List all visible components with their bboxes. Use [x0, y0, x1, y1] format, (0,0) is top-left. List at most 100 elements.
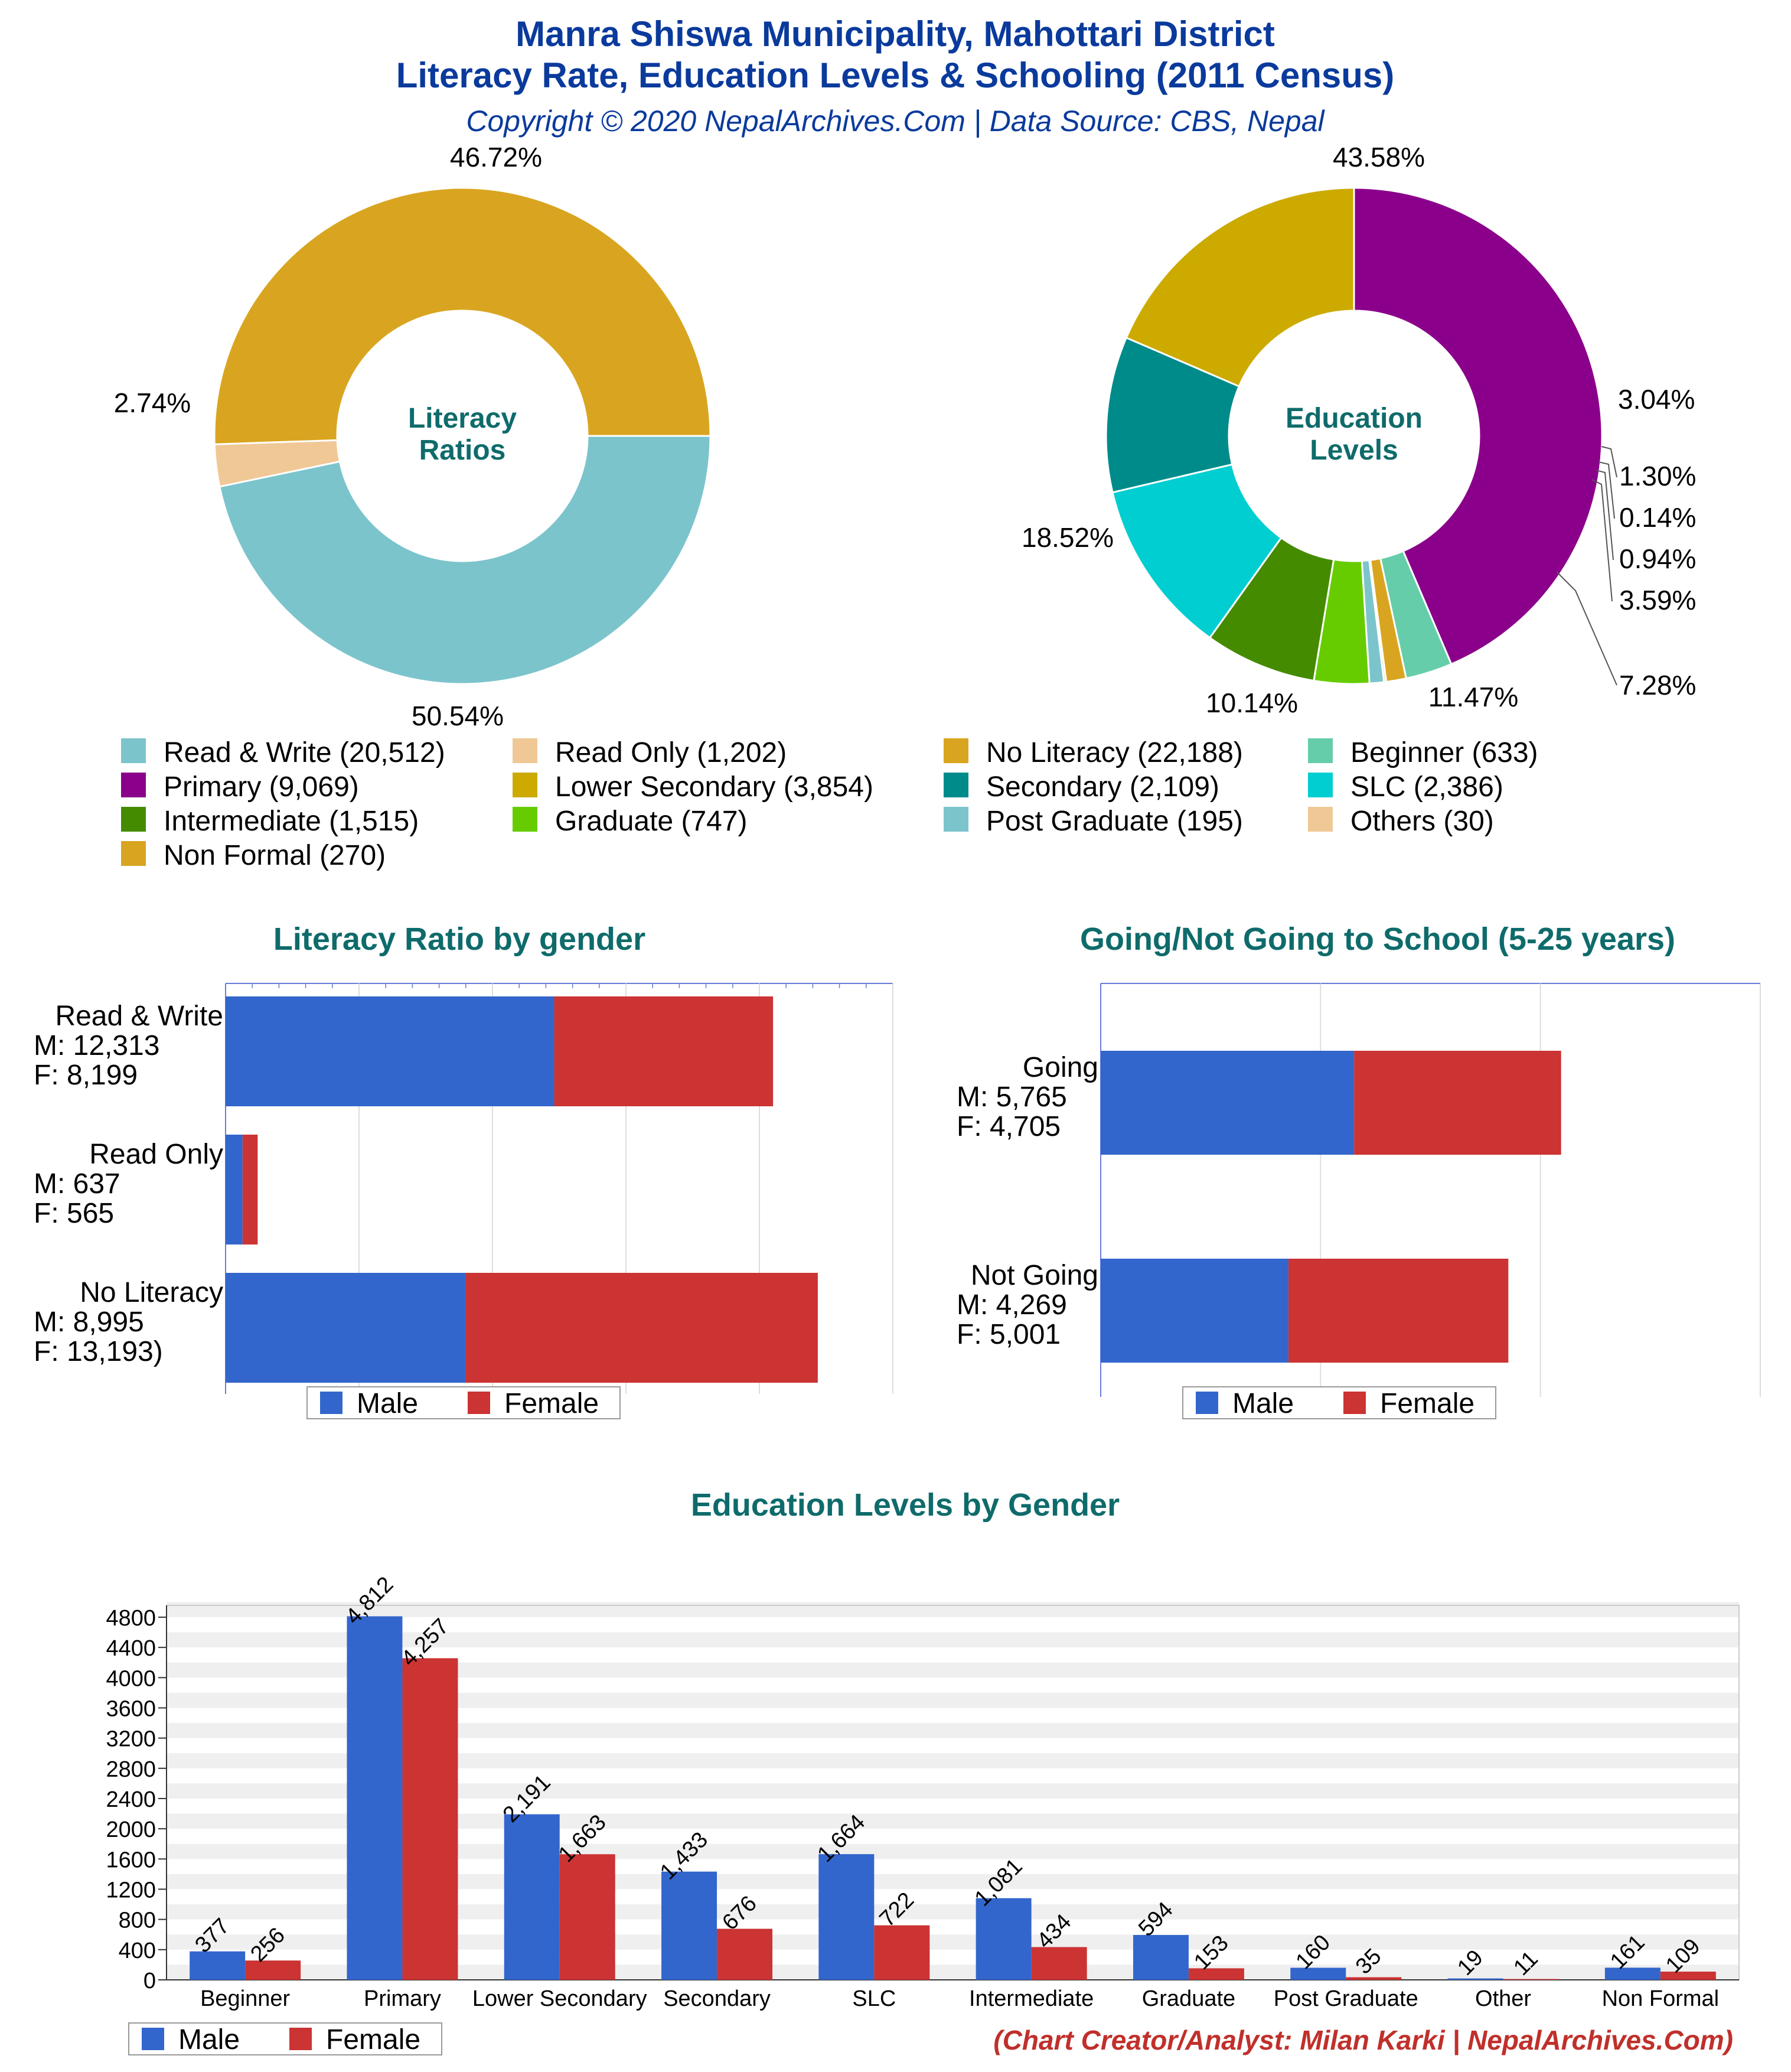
literacy-gender-legend-female-swatch [468, 1392, 490, 1414]
legend-label-read-write-20-512: Read & Write (20,512) [164, 737, 445, 768]
school-going-legend-male-swatch [1196, 1392, 1218, 1414]
pie2-pct-lower-secondary: 18.52% [1022, 522, 1114, 553]
edu-gender-bar-female-intermediate [1031, 1947, 1087, 1980]
edu-gender-ytick-label-4400: 4400 [106, 1636, 156, 1661]
literacy-gender-bar-male-no-literacy [226, 1273, 466, 1383]
literacy-ratios-donut [213, 187, 712, 685]
literacy-gender-label-no-literacy-0: No Literacy [80, 1277, 223, 1308]
literacy-gender-bar-female-no-literacy [465, 1273, 818, 1383]
school-going-title: Going/Not Going to School (5-25 years) [1080, 921, 1675, 957]
legend-swatch-lower-secondary-3-854 [513, 773, 537, 797]
pie2-slice-slc [1111, 463, 1283, 639]
pie2-pct-non-formal: 1.30% [1619, 461, 1696, 491]
subtitle: Copyright © 2020 NepalArchives.Com | Dat… [466, 105, 1325, 138]
edu-gender-bar-female-secondary [717, 1928, 773, 1980]
pie1-pct-no-literacy: 50.54% [412, 701, 504, 731]
edu-gender-bar-male-secondary [661, 1871, 717, 1980]
edu-gender-category-primary: Primary [364, 1986, 441, 2011]
edu-gender-ytick-label-4800: 4800 [106, 1606, 156, 1631]
pie2-pct-post-graduate: 0.94% [1619, 543, 1696, 574]
legend-swatch-read-only-1-202 [513, 738, 537, 763]
legend-label-graduate-747: Graduate (747) [555, 806, 748, 837]
pie2-pct-slc: 11.47% [1428, 682, 1519, 712]
literacy-gender-legend-male-swatch [320, 1392, 342, 1414]
school-going-legend-female-label: Female [1380, 1388, 1474, 1419]
edu-gender-bar-male-intermediate [976, 1898, 1032, 1980]
edu-gender-ytick-label-2800: 2800 [106, 1757, 156, 1782]
pie2-pct-beginner: 3.04% [1618, 384, 1695, 415]
legend-swatch-others-30 [1308, 807, 1333, 832]
edu-gender-ytick-label-2000: 2000 [106, 1817, 156, 1842]
edu-gender-ytick-label-4000: 4000 [106, 1666, 156, 1691]
edu-gender-bar-male-primary [347, 1616, 403, 1980]
edu-gender-bar-female-slc [874, 1925, 930, 1980]
literacy-gender-label-read-only-0: Read Only [89, 1139, 223, 1170]
pie2-slice-lower-secondary [1125, 187, 1355, 388]
edu-gender-bar-female-lower-secondary [559, 1854, 615, 1980]
legend-swatch-read-write-20-512 [121, 738, 146, 763]
edu-gender-bar-male-graduate [1133, 1935, 1189, 1980]
school-going-label-not-going-2: F: 5,001 [957, 1319, 1061, 1350]
legend-swatch-non-formal-270 [121, 841, 146, 866]
edu-gender-category-beginner: Beginner [200, 1986, 290, 2011]
title-line-2: Literacy Rate, Education Levels & School… [396, 56, 1395, 95]
edu-gender-category-lower-secondary: Lower Secondary [472, 1986, 647, 2011]
legend-label-secondary-2-109: Secondary (2,109) [986, 771, 1219, 803]
legend-label-primary-9-069: Primary (9,069) [164, 771, 359, 803]
literacy-gender-label-no-literacy-2: F: 13,193) [34, 1336, 163, 1367]
edu-gender-category-other: Other [1475, 1986, 1531, 2011]
edu-gender-category-non-formal: Non Formal [1602, 1986, 1720, 2011]
edu-gender-legend-female-label: Female [326, 2024, 420, 2055]
edu-gender-category-slc: SLC [852, 1986, 896, 2011]
legend-label-post-graduate-195: Post Graduate (195) [986, 806, 1243, 837]
edu-gender-ytick-label-800: 800 [119, 1908, 156, 1933]
legend-swatch-intermediate-1-515 [121, 807, 146, 832]
edu-gender-bar-male-lower-secondary [504, 1814, 560, 1980]
literacy-gender-legend-male-label: Male [357, 1388, 418, 1419]
literacy-gender-label-no-literacy-1: M: 8,995 [34, 1307, 144, 1338]
school-going-bar-male-not-going [1101, 1259, 1288, 1363]
edu-gender-legend-male-label: Male [178, 2024, 240, 2055]
edu-gender-bar-female-post-graduate [1346, 1977, 1402, 1980]
legend-swatch-no-literacy-22-188 [944, 738, 968, 763]
legend-swatch-secondary-2-109 [944, 773, 968, 797]
edu-gender-title: Education Levels by Gender [691, 1487, 1120, 1523]
edu-gender-category-post-graduate: Post Graduate [1274, 1986, 1418, 2011]
pie2-pct-intermediate: 7.28% [1619, 670, 1696, 701]
edu-gender-bar-male-beginner [190, 1951, 246, 1980]
edu-gender-category-graduate: Graduate [1142, 1986, 1235, 2011]
edu-gender-band [167, 1632, 1739, 1648]
legend-label-lower-secondary-3-854: Lower Secondary (3,854) [555, 771, 873, 803]
legend-label-others-30: Others (30) [1350, 806, 1494, 837]
edu-gender-legend-box [128, 2022, 442, 2055]
pie1-center-label-1: Literacy [408, 403, 517, 434]
edu-gender-bar-female-other [1503, 1979, 1559, 1980]
pie1-slice-no-literacy [213, 187, 712, 445]
literacy-gender-label-read-write-1: M: 12,313 [34, 1030, 159, 1061]
edu-gender-bar-male-other [1447, 1978, 1503, 1980]
edu-gender-bar-female-non-formal [1660, 1972, 1716, 1980]
edu-gender-bar-male-non-formal [1604, 1967, 1660, 1980]
pie2-pct-others: 0.14% [1619, 502, 1696, 533]
edu-gender-category-secondary: Secondary [663, 1986, 771, 2011]
literacy-gender-label-read-only-1: M: 637 [34, 1168, 120, 1200]
legend-swatch-slc-2-386 [1308, 773, 1333, 797]
pie2-pct-graduate: 3.59% [1619, 585, 1696, 615]
title-line-1: Manra Shiswa Municipality, Mahottari Dis… [516, 14, 1275, 54]
legend-label-intermediate-1-515: Intermediate (1,515) [164, 806, 419, 837]
school-going-legend-box [1182, 1386, 1496, 1419]
literacy-gender-legend-female-label: Female [504, 1388, 599, 1419]
school-going-label-going-0: Going [1023, 1052, 1098, 1083]
legend-label-non-formal-270: Non Formal (270) [164, 840, 386, 871]
edu-gender-bar-female-graduate [1188, 1968, 1244, 1980]
pie2-leader-lines [1556, 446, 1617, 686]
literacy-gender-label-read-only-2: F: 565 [34, 1198, 114, 1229]
edu-gender-legend-male-swatch [142, 2028, 164, 2050]
school-going-label-not-going-0: Not Going [971, 1260, 1098, 1291]
school-going-legend-male-label: Male [1232, 1388, 1294, 1419]
pie1-pct-read-only: 2.74% [114, 387, 191, 418]
school-going-bar-female-going [1354, 1051, 1561, 1155]
edu-gender-category-intermediate: Intermediate [969, 1986, 1094, 2011]
edu-gender-ytick-label-3600: 3600 [106, 1697, 156, 1722]
